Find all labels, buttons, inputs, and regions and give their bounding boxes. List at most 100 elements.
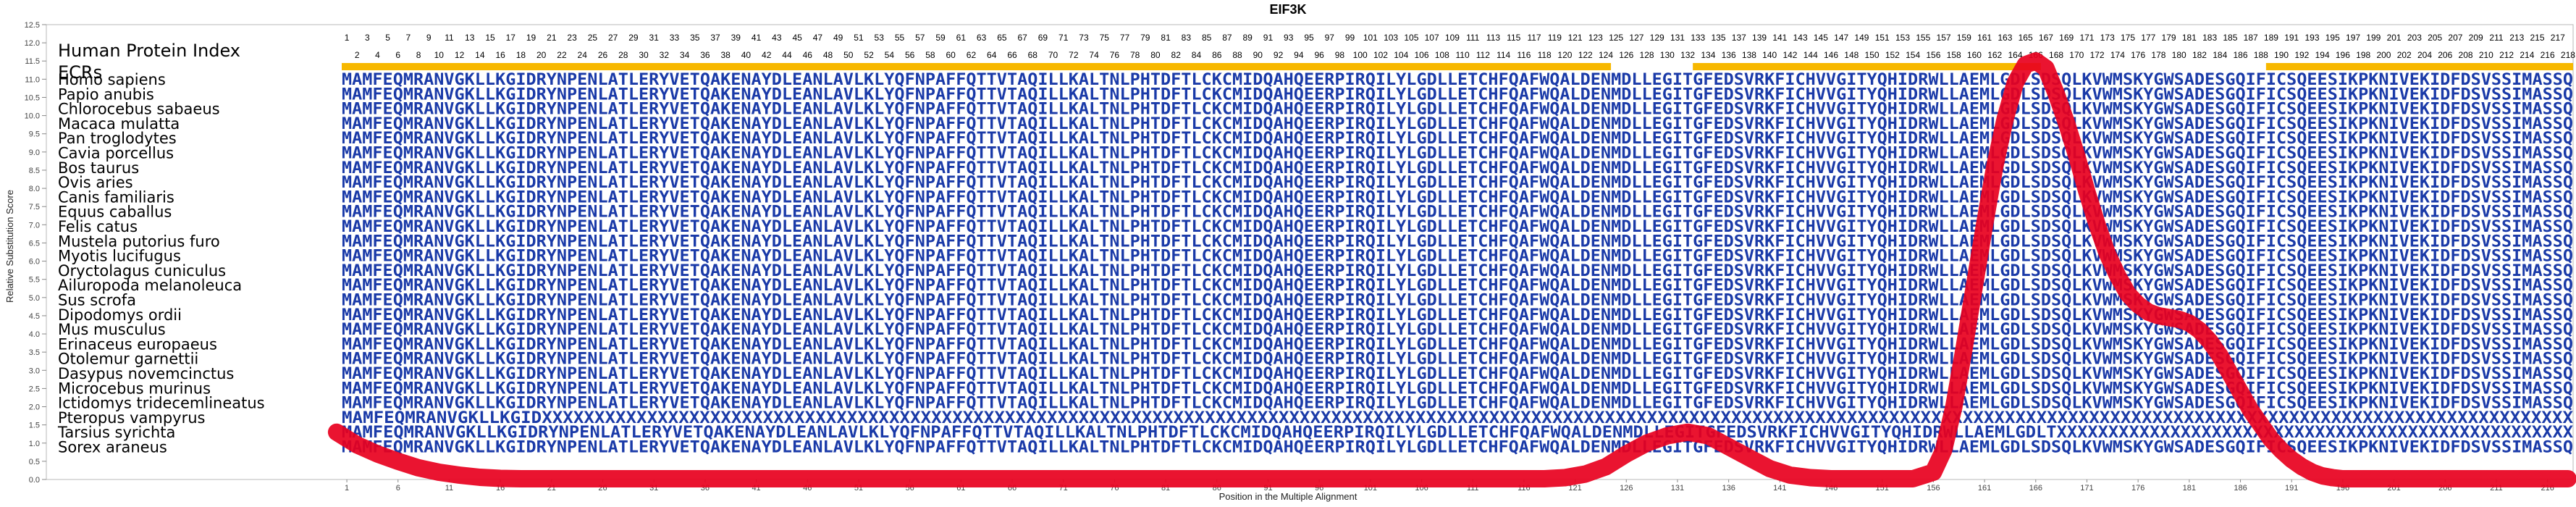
position-index-label: 203: [2407, 33, 2422, 43]
species-name: Macaca mulatta: [58, 115, 180, 133]
x-tick-label: 141: [1773, 484, 1786, 493]
position-index-label: 60: [946, 50, 956, 60]
y-tick-label: 8.5: [29, 167, 40, 175]
position-index-label: 106: [1415, 50, 1429, 60]
species-name: Myotis lucifugus: [58, 248, 181, 265]
position-index-label: 113: [1486, 33, 1500, 43]
x-tick-label: 161: [1978, 484, 1991, 493]
position-index-label: 84: [1192, 50, 1202, 60]
sequence-row: MAMFEQMRANVGKLLKGIDRYNPENLATLERYVETQAKEN…: [342, 159, 2573, 177]
position-index-label: 35: [690, 33, 700, 43]
position-index-label: 216: [2541, 50, 2555, 60]
sequence-row: MAMFEQMRANVGKLLKGIDRYNPENLATLERYVETQAKEN…: [342, 232, 2573, 251]
position-index-label: 121: [1568, 33, 1583, 43]
position-index-label: 199: [2366, 33, 2381, 43]
y-tick-label: 12.5: [25, 21, 40, 30]
y-tick-label: 9.5: [29, 130, 40, 139]
y-tick-label: 8.0: [29, 185, 40, 193]
position-index-label: 190: [2274, 50, 2289, 60]
position-index-label: 29: [628, 33, 639, 43]
position-index-label: 50: [843, 50, 854, 60]
position-index-label: 87: [1222, 33, 1232, 43]
substitution-score-line: [327, 52, 2576, 487]
position-index-label: 69: [1038, 33, 1048, 43]
position-index-label: 63: [977, 33, 987, 43]
sequence-row: MAMFEQMRANVGKLLKGIDRYNPENLATLERYVETQAKEN…: [342, 130, 2573, 148]
position-index-label: 8: [416, 50, 421, 60]
position-index-label: 164: [2008, 50, 2022, 60]
position-index-label: 71: [1058, 33, 1069, 43]
ecr-bar: [1693, 63, 2041, 70]
position-index-label: 99: [1345, 33, 1355, 43]
position-index-label: 66: [1007, 50, 1017, 60]
position-index-label: 89: [1242, 33, 1253, 43]
position-index-label: 155: [1916, 33, 1930, 43]
position-index-label: 65: [997, 33, 1007, 43]
position-index-label: 31: [649, 33, 660, 43]
position-index-label: 143: [1793, 33, 1808, 43]
position-index-label: 178: [2151, 50, 2165, 60]
species-name: Canis familiaris: [58, 188, 174, 206]
y-tick-label: 10.5: [25, 93, 40, 102]
position-index-label: 144: [1803, 50, 1818, 60]
position-index-label: 90: [1253, 50, 1263, 60]
position-index-label: 16: [495, 50, 505, 60]
position-index-label: 28: [618, 50, 628, 60]
position-index-label: 30: [639, 50, 649, 60]
position-index-label: 86: [1212, 50, 1222, 60]
position-index-label: 135: [1711, 33, 1725, 43]
position-index-label: 174: [2110, 50, 2125, 60]
y-tick-label: 9.0: [29, 148, 40, 157]
position-index-label: 160: [1967, 50, 1982, 60]
position-index-label: 132: [1680, 50, 1695, 60]
position-index-label: 181: [2182, 33, 2197, 43]
position-index-label: 34: [680, 50, 690, 60]
sequence-row: MAMFEQMRANVGKLLKGIDRYNPENLATLERYVETQAKEN…: [342, 439, 2573, 457]
position-index-label: 165: [2019, 33, 2033, 43]
position-index-label: 20: [536, 50, 547, 60]
y-tick-label: 0.0: [29, 476, 40, 485]
position-index-label: 131: [1670, 33, 1685, 43]
position-index-label: 79: [1140, 33, 1150, 43]
position-index-label: 88: [1232, 50, 1242, 60]
position-index-label: 118: [1538, 50, 1552, 60]
position-index-label: 175: [2121, 33, 2135, 43]
position-index-label: 157: [1937, 33, 1951, 43]
sequence-row: MAMFEQMRANVGKLLKGIDXXXXXXXXXXXXXXXXXXXXX…: [342, 409, 2573, 427]
sequence-row: MAMFEQMRANVGKLLKGIDRYNPENLATLERYVETQAKEN…: [342, 395, 2573, 413]
position-index-label: 140: [1762, 50, 1777, 60]
position-index-label: 167: [2039, 33, 2053, 43]
position-index-row-odd: 1 3 5 7 9 11 13 15 17 19 21 23 25 27 29 31 33 35 37 39 41 43 4…: [345, 33, 2565, 43]
y-tick-label: 1.0: [29, 440, 40, 448]
position-index-label: 159: [1957, 33, 1971, 43]
species-name: Papio anubis: [58, 85, 154, 103]
position-index-label: 213: [2509, 33, 2524, 43]
position-index-label: 92: [1274, 50, 1284, 60]
position-index-label: 51: [854, 33, 864, 43]
human-protein-index-label: Human Protein Index: [58, 41, 240, 61]
sequence-row: MAMFEQMRANVGKLLKGIDRYNPENLATLERYVETQAKEN…: [342, 262, 2573, 280]
x-tick-label: 176: [2131, 484, 2144, 493]
position-index-label: 201: [2387, 33, 2402, 43]
position-index-label: 80: [1150, 50, 1161, 60]
x-tick-label: 186: [2234, 484, 2247, 493]
position-index-label: 64: [987, 50, 997, 60]
y-tick-label: 2.5: [29, 385, 40, 393]
position-index-label: 101: [1363, 33, 1378, 43]
sequence-row: MAMFEQMRANVGKLLKGIDRYNPENLATLERYVETQAKEN…: [342, 101, 2573, 119]
ecr-bars: [342, 63, 2573, 70]
position-index-label: 44: [782, 50, 792, 60]
position-index-label: 24: [578, 50, 588, 60]
position-index-label: 145: [1814, 33, 1828, 43]
sequence-row: MAMFEQMRANVGKLLKGIDRYNPENLATLERYVETQAKEN…: [342, 248, 2573, 266]
position-index-label: 41: [752, 33, 762, 43]
chart-title: EIF3K: [1269, 2, 1306, 17]
position-index-label: 172: [2090, 50, 2105, 60]
position-index-label: 210: [2479, 50, 2493, 60]
position-index-label: 43: [772, 33, 782, 43]
position-index-label: 158: [1947, 50, 1961, 60]
position-index-label: 204: [2417, 50, 2432, 60]
sequence-row: MAMFEQMRANVGKLLKGIDRYNPENLATLERYVETQAKEN…: [342, 380, 2573, 398]
position-index-label: 149: [1854, 33, 1869, 43]
